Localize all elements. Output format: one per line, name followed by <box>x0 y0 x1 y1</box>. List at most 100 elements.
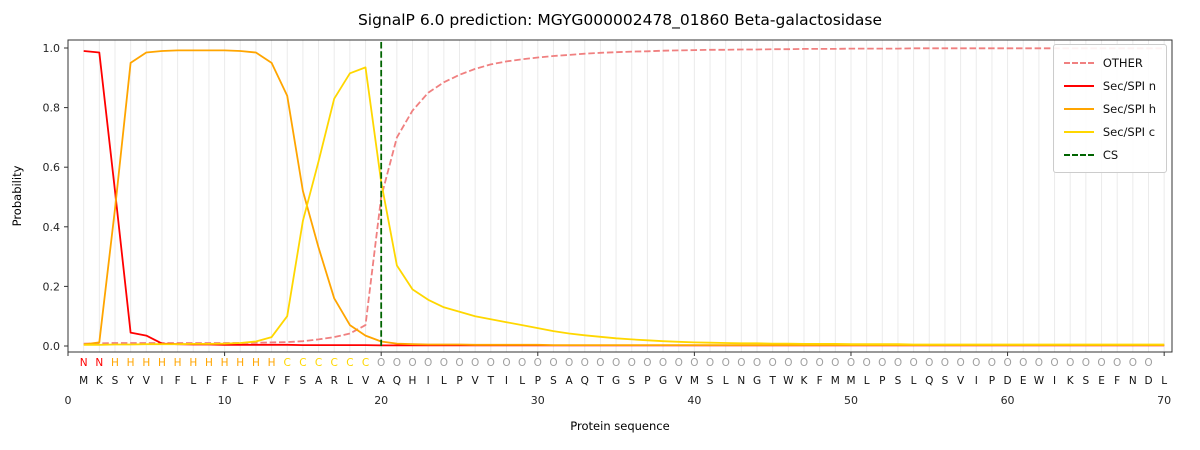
region-label: O <box>722 357 730 369</box>
sequence-letter: F <box>284 375 290 387</box>
sequence-letter: T <box>768 375 776 387</box>
region-label: O <box>659 357 667 369</box>
y-tick-label: 0.0 <box>43 340 61 353</box>
region-label: H <box>158 357 166 369</box>
region-label: O <box>549 357 557 369</box>
legend-entry-label: Sec/SPI h <box>1102 101 1156 116</box>
region-label: C <box>299 357 306 369</box>
sequence-letter: N <box>1129 375 1137 387</box>
legend-entry-sec-spi-c: Sec/SPI c <box>1063 120 1156 143</box>
region-label: H <box>174 357 182 369</box>
sequence-letter: Q <box>393 375 401 387</box>
sequence-letter: V <box>472 375 480 387</box>
x-tick-label: 30 <box>531 394 545 407</box>
y-axis-label: Probability <box>10 165 24 227</box>
region-label: O <box>847 357 855 369</box>
sequence-letter: T <box>596 375 604 387</box>
region-label: H <box>142 357 150 369</box>
sequence-letter: V <box>675 375 683 387</box>
region-label: O <box>894 357 902 369</box>
region-label: C <box>362 357 369 369</box>
x-tick-label: 70 <box>1157 394 1171 407</box>
sequence-letter: K <box>96 375 104 387</box>
sequence-letter: I <box>505 375 508 387</box>
legend-line-sample <box>1063 61 1094 64</box>
y-tick-label: 0.2 <box>43 280 61 293</box>
region-label: O <box>878 357 886 369</box>
sequence-letter: V <box>268 375 276 387</box>
region-label: O <box>988 357 996 369</box>
legend-entry-cs: CS <box>1063 143 1156 166</box>
sequence-letter: D <box>1004 375 1012 387</box>
region-label: O <box>816 357 824 369</box>
region-label: O <box>1097 357 1105 369</box>
sequence-letter: S <box>895 375 902 387</box>
region-label: O <box>1035 357 1043 369</box>
sequence-letter: E <box>1098 375 1105 387</box>
region-label: C <box>315 357 322 369</box>
sequence-letter: I <box>427 375 430 387</box>
sequence-letter: H <box>409 375 417 387</box>
legend-line-sample <box>1063 130 1094 133</box>
y-tick-label: 0.6 <box>43 161 61 174</box>
legend-entry-label: Sec/SPI n <box>1102 78 1156 93</box>
sequence-letter: L <box>864 375 870 387</box>
sequence-letter: D <box>1144 375 1152 387</box>
x-tick-label: 60 <box>1001 394 1015 407</box>
region-label: O <box>455 357 463 369</box>
sequence-letter: S <box>707 375 714 387</box>
sequence-letter: S <box>942 375 949 387</box>
x-axis-label: Protein sequence <box>570 419 670 433</box>
region-label: H <box>236 357 244 369</box>
sequence-letter: W <box>1034 375 1045 387</box>
x-tick-label: 10 <box>218 394 232 407</box>
region-label: O <box>440 357 448 369</box>
region-label: O <box>518 357 526 369</box>
sequence-letter: L <box>190 375 196 387</box>
sequence-letter: P <box>989 375 995 387</box>
region-label: O <box>737 357 745 369</box>
sequence-letter: A <box>378 375 386 387</box>
sequence-letter: V <box>362 375 370 387</box>
region-label: O <box>471 357 479 369</box>
x-tick-label: 0 <box>65 394 72 407</box>
sequence-letter: L <box>911 375 917 387</box>
region-label: O <box>784 357 792 369</box>
legend-line-sample <box>1063 84 1094 87</box>
sequence-letter: I <box>975 375 978 387</box>
sequence-letter: L <box>441 375 447 387</box>
sequence-letter: L <box>347 375 353 387</box>
sequence-letter: P <box>644 375 650 387</box>
y-tick-label: 1.0 <box>43 42 61 55</box>
region-label: O <box>612 357 620 369</box>
region-label: O <box>956 357 964 369</box>
region-label: H <box>127 357 135 369</box>
legend-entry-sec-spi-n: Sec/SPI n <box>1063 74 1156 97</box>
sequence-letter: I <box>1053 375 1056 387</box>
sequence-letter: S <box>1083 375 1090 387</box>
region-label: O <box>769 357 777 369</box>
sequence-letter: A <box>566 375 574 387</box>
region-label: O <box>690 357 698 369</box>
sequence-letter: P <box>535 375 541 387</box>
region-label: O <box>925 357 933 369</box>
sequence-letter: F <box>222 375 228 387</box>
region-label: O <box>502 357 510 369</box>
sequence-letter: G <box>659 375 667 387</box>
region-label: O <box>596 357 604 369</box>
sequence-letter: S <box>112 375 119 387</box>
region-label: C <box>331 357 338 369</box>
y-tick-label: 0.4 <box>43 221 61 234</box>
x-tick-label: 40 <box>687 394 701 407</box>
region-label: O <box>1003 357 1011 369</box>
legend-entry-label: OTHER <box>1102 55 1143 70</box>
sequence-letter: V <box>957 375 965 387</box>
sequence-letter: L <box>1161 375 1167 387</box>
sequence-letter: N <box>737 375 745 387</box>
region-label: O <box>408 357 416 369</box>
y-tick-label: 0.8 <box>43 102 61 115</box>
sequence-letter: F <box>175 375 181 387</box>
region-label: O <box>643 357 651 369</box>
